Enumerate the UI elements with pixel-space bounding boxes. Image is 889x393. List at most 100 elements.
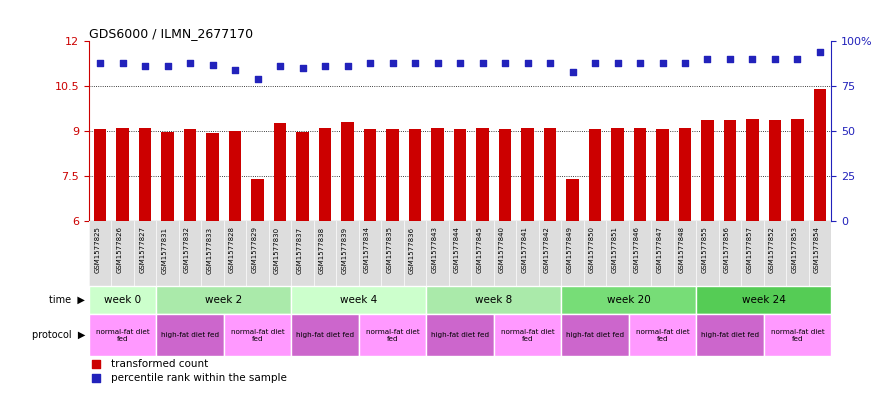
Bar [139,128,151,221]
Bar [162,132,174,221]
Point [768,56,782,62]
Point [318,63,332,70]
Point [386,60,400,66]
Text: week 4: week 4 [340,295,378,305]
Bar [696,314,764,356]
Bar [296,132,308,221]
Text: GSM1577849: GSM1577849 [566,226,573,274]
Text: GSM1577832: GSM1577832 [184,226,190,274]
Bar [724,120,736,221]
Point [520,60,534,66]
Bar [544,128,557,221]
Point [183,60,197,66]
Text: week 20: week 20 [607,295,651,305]
Text: normal-fat diet
fed: normal-fat diet fed [365,329,420,342]
Text: GSM1577838: GSM1577838 [319,226,325,274]
Text: GSM1577830: GSM1577830 [274,226,280,274]
Point [89,375,103,382]
Point [363,60,377,66]
Bar [387,129,399,221]
Point [340,63,355,70]
Point [476,60,490,66]
Bar [94,129,107,221]
Bar [156,314,224,356]
Bar [116,128,129,221]
Text: GSM1577843: GSM1577843 [431,226,437,274]
Text: percentile rank within the sample: percentile rank within the sample [111,373,287,383]
Bar [292,314,359,356]
Text: GSM1577836: GSM1577836 [409,226,415,274]
Text: GSM1577856: GSM1577856 [724,226,730,274]
Text: GSM1577854: GSM1577854 [814,226,820,273]
Text: GSM1577845: GSM1577845 [477,226,483,273]
Point [430,60,444,66]
Bar [341,122,354,221]
Bar [229,130,241,221]
Bar [224,314,292,356]
Bar [427,314,493,356]
Text: GSM1577834: GSM1577834 [364,226,370,274]
Bar [561,286,696,314]
Point [790,56,805,62]
Text: GSM1577840: GSM1577840 [499,226,505,274]
Text: GDS6000 / ILMN_2677170: GDS6000 / ILMN_2677170 [89,27,253,40]
Bar [499,129,511,221]
Text: high-fat diet fed: high-fat diet fed [431,332,489,338]
Text: high-fat diet fed: high-fat diet fed [296,332,354,338]
Text: normal-fat diet
fed: normal-fat diet fed [96,329,149,342]
Bar [629,314,696,356]
Bar [791,119,804,221]
Text: GSM1577853: GSM1577853 [791,226,797,274]
Bar [477,128,489,221]
Point [251,76,265,82]
Bar [431,128,444,221]
Bar [206,133,219,221]
Bar [696,286,831,314]
Point [295,65,309,72]
Text: GSM1577833: GSM1577833 [206,226,212,274]
Bar [656,129,669,221]
Point [611,60,625,66]
Text: GSM1577841: GSM1577841 [522,226,527,274]
Text: GSM1577857: GSM1577857 [747,226,752,274]
Bar [156,286,292,314]
Text: GSM1577846: GSM1577846 [634,226,640,274]
Text: GSM1577847: GSM1577847 [656,226,662,274]
Text: normal-fat diet
fed: normal-fat diet fed [231,329,284,342]
Text: normal-fat diet
fed: normal-fat diet fed [501,329,555,342]
Bar [566,179,579,221]
Text: protocol  ▶: protocol ▶ [32,330,85,340]
Text: week 24: week 24 [741,295,786,305]
Text: GSM1577837: GSM1577837 [297,226,302,274]
Text: GSM1577831: GSM1577831 [162,226,168,274]
Point [453,60,468,66]
Text: GSM1577842: GSM1577842 [544,226,550,273]
Bar [561,314,629,356]
Bar [612,128,624,221]
Bar [764,314,831,356]
Point [228,67,242,73]
Text: normal-fat diet
fed: normal-fat diet fed [771,329,824,342]
Bar [679,128,691,221]
Text: GSM1577835: GSM1577835 [387,226,393,274]
Bar [409,129,421,221]
Bar [359,314,427,356]
Point [273,63,287,70]
Text: GSM1577851: GSM1577851 [612,226,618,274]
Text: GSM1577825: GSM1577825 [94,226,100,273]
Point [813,49,827,55]
Text: GSM1577848: GSM1577848 [679,226,685,274]
Bar [427,286,561,314]
Bar [634,128,646,221]
Bar [769,120,781,221]
Point [116,60,130,66]
Bar [252,179,264,221]
Text: GSM1577839: GSM1577839 [341,226,348,274]
Point [138,63,152,70]
Point [93,60,108,66]
Bar [701,120,714,221]
Text: GSM1577852: GSM1577852 [769,226,775,273]
Bar [493,314,561,356]
Point [588,60,602,66]
Text: GSM1577827: GSM1577827 [140,226,145,274]
